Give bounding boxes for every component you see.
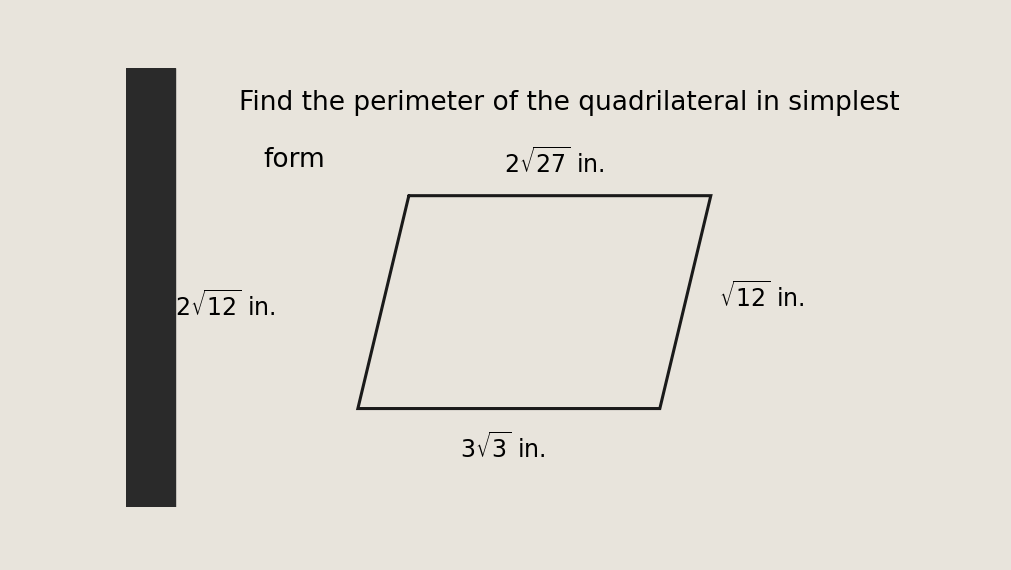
Text: form: form [264, 148, 326, 173]
Text: $2\sqrt{12}$ in.: $2\sqrt{12}$ in. [175, 290, 275, 321]
Bar [126, 68, 175, 507]
Text: $\sqrt{12}$ in.: $\sqrt{12}$ in. [718, 282, 804, 312]
Text: $3\sqrt{3}$ in.: $3\sqrt{3}$ in. [460, 433, 545, 463]
Text: $2\sqrt{27}$ in.: $2\sqrt{27}$ in. [503, 148, 604, 178]
Text: Find the perimeter of the quadrilateral in simplest: Find the perimeter of the quadrilateral … [239, 90, 899, 116]
